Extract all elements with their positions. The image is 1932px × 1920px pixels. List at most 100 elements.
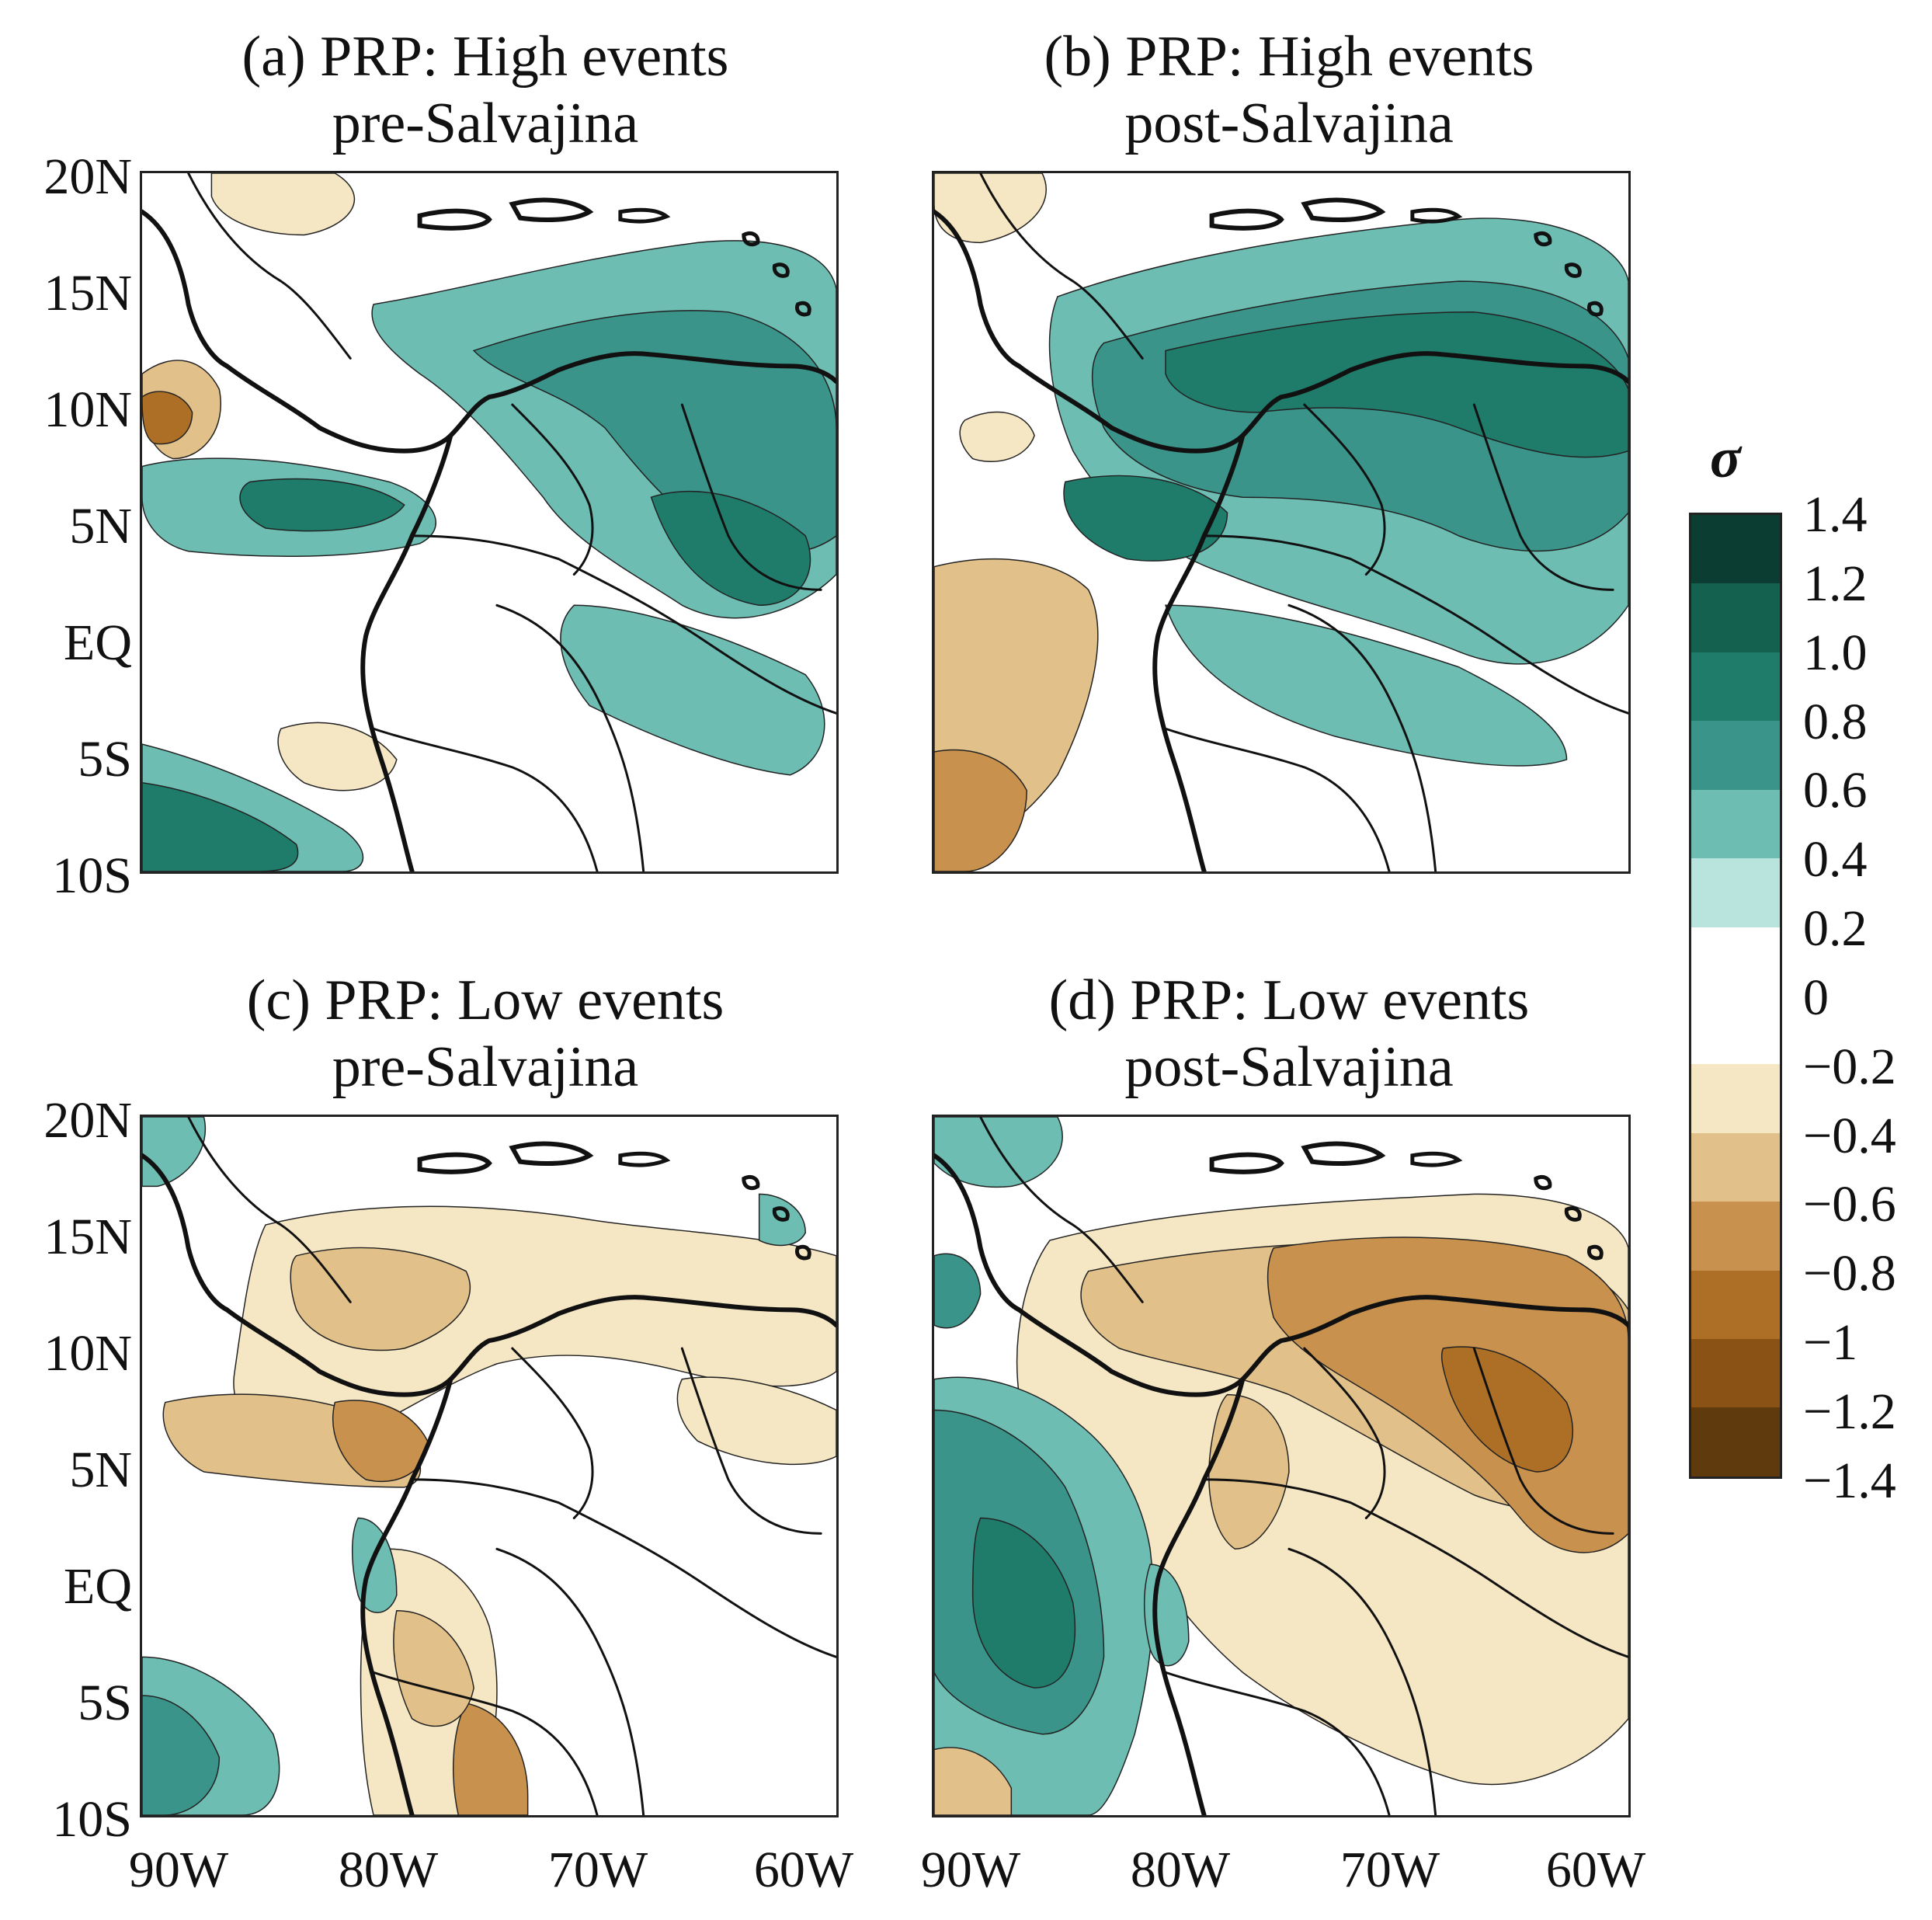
colorbar-seg-8: [1691, 1064, 1780, 1133]
lat-tick-10n-top: 10N: [43, 381, 132, 438]
anomaly-contour-8: [934, 1117, 1063, 1188]
panel-c-title: (c) PRP: Low events pre-Salvajina: [113, 967, 858, 1101]
colorbar-seg-9: [1691, 1132, 1780, 1202]
coastline-0: [934, 1153, 1022, 1313]
colorbar-seg-13: [1691, 1407, 1780, 1477]
island-4: [1564, 1206, 1582, 1222]
coastline-1: [1016, 363, 1353, 454]
island-3: [742, 231, 760, 247]
coastline-7: [372, 727, 599, 871]
coastline-1: [224, 1307, 561, 1397]
map-panel-a: [140, 171, 839, 874]
colorbar-seg-11: [1691, 1270, 1780, 1340]
colorbar-label-neg1.2: −1.2: [1803, 1383, 1896, 1440]
anomaly-contour-4: [1164, 604, 1568, 767]
panel-b-title-line2: post-Salvajina: [1124, 92, 1454, 155]
anomaly-contour-3: [1440, 1346, 1574, 1473]
colorbar-label-neg1.4: −1.4: [1803, 1452, 1896, 1509]
coastline-4: [187, 1117, 352, 1303]
coastline-0: [934, 209, 1022, 369]
coastline-5: [411, 534, 836, 715]
map-b-svg: [934, 173, 1628, 871]
anomaly-contour-9: [142, 391, 193, 445]
colorbar-title: σ: [1710, 426, 1741, 490]
anomaly-contour-1: [290, 1247, 471, 1351]
island-1: [509, 1141, 594, 1166]
colorbar-seg-3: [1691, 721, 1780, 790]
lat-tick-15n-bottom: 15N: [43, 1209, 132, 1265]
map-a-svg: [142, 173, 836, 871]
island-5: [1586, 1244, 1604, 1261]
island-1: [1301, 1141, 1386, 1166]
colorbar-seg-6: [1691, 927, 1780, 996]
colorbar-label-neg0.2: −0.2: [1803, 1038, 1896, 1095]
panel-d-title: (d) PRP: Low events post-Salvajina: [916, 967, 1662, 1101]
anomaly-contour-7: [971, 1517, 1076, 1689]
island-2: [618, 1151, 671, 1167]
lon-tick-60w-right: 60W: [1545, 1842, 1646, 1898]
island-1: [509, 197, 594, 222]
panel-d-title-line2: post-Salvajina: [1124, 1035, 1454, 1099]
coastline-1: [1016, 1307, 1353, 1397]
anomaly-contour-11: [277, 722, 398, 791]
island-4: [772, 1206, 790, 1222]
coastline-3: [1152, 1376, 1246, 1815]
panel-c-title-line2: pre-Salvajina: [332, 1035, 639, 1099]
island-3: [1534, 231, 1552, 247]
anomaly-contour-6: [393, 1610, 474, 1727]
colorbar-label-1.4: 1.4: [1803, 486, 1868, 543]
island-0: [417, 1152, 492, 1174]
map-d-svg: [934, 1117, 1628, 1815]
island-1: [1301, 197, 1386, 222]
colorbar-seg-1: [1691, 583, 1780, 652]
island-3: [742, 1175, 760, 1191]
anomaly-contour-7: [142, 782, 299, 871]
lon-tick-70w-left: 70W: [547, 1842, 648, 1898]
panel-a-title: (a) PRP: High events pre-Salvajina: [113, 23, 858, 157]
colorbar-seg-7: [1691, 995, 1780, 1065]
map-panel-d: [932, 1115, 1631, 1817]
anomaly-contour-7: [934, 173, 1047, 244]
panel-a-title-line2: pre-Salvajina: [332, 92, 639, 155]
coastline-1: [224, 363, 561, 454]
coastline-2: [1348, 351, 1628, 384]
coastline-7: [1164, 1671, 1391, 1815]
lon-tick-60w-left: 60W: [753, 1842, 854, 1898]
lat-tick-15n-top: 15N: [43, 265, 132, 322]
coastline-8: [1303, 403, 1386, 576]
lat-tick-5n-top: 5N: [69, 498, 132, 555]
island-2: [618, 207, 671, 224]
island-2: [1410, 207, 1463, 224]
coastline-8: [511, 1347, 594, 1520]
coastline-4: [979, 1117, 1144, 1303]
lat-tick-eq-top: EQ: [64, 614, 132, 671]
colorbar-label-neg1: −1: [1803, 1314, 1858, 1371]
anomaly-contour-6: [934, 749, 1027, 871]
anomaly-contour-8: [959, 411, 1035, 462]
colorbar-seg-5: [1691, 858, 1780, 927]
lon-tick-90w-right: 90W: [920, 1842, 1021, 1898]
island-3: [1534, 1175, 1552, 1191]
coastline-6: [495, 1547, 645, 1815]
colorbar-seg-12: [1691, 1339, 1780, 1408]
coastline-9: [680, 403, 822, 591]
coastline-2: [556, 351, 836, 384]
colorbar-label-1.0: 1.0: [1803, 624, 1868, 681]
panel-b-title: (b) PRP: High events post-Salvajina: [916, 23, 1662, 157]
colorbar-label-neg0.6: −0.6: [1803, 1176, 1896, 1233]
coastline-4: [979, 173, 1144, 360]
lon-tick-80w-left: 80W: [338, 1842, 439, 1898]
anomaly-contour-2: [1267, 1237, 1628, 1553]
colorbar-label-0.2: 0.2: [1803, 900, 1868, 957]
lat-tick-20n-bottom: 20N: [43, 1092, 132, 1149]
map-panel-b: [932, 171, 1631, 874]
coastline-2: [1348, 1295, 1628, 1328]
coastline-7: [1164, 727, 1391, 871]
panel-a-title-line1: (a) PRP: High events: [242, 25, 729, 89]
panel-c-title-line1: (c) PRP: Low events: [246, 969, 724, 1032]
island-5: [794, 301, 811, 317]
coastline-3: [1152, 433, 1246, 871]
coastline-5: [411, 1478, 836, 1658]
island-5: [794, 1244, 811, 1261]
colorbar-seg-10: [1691, 1202, 1780, 1271]
